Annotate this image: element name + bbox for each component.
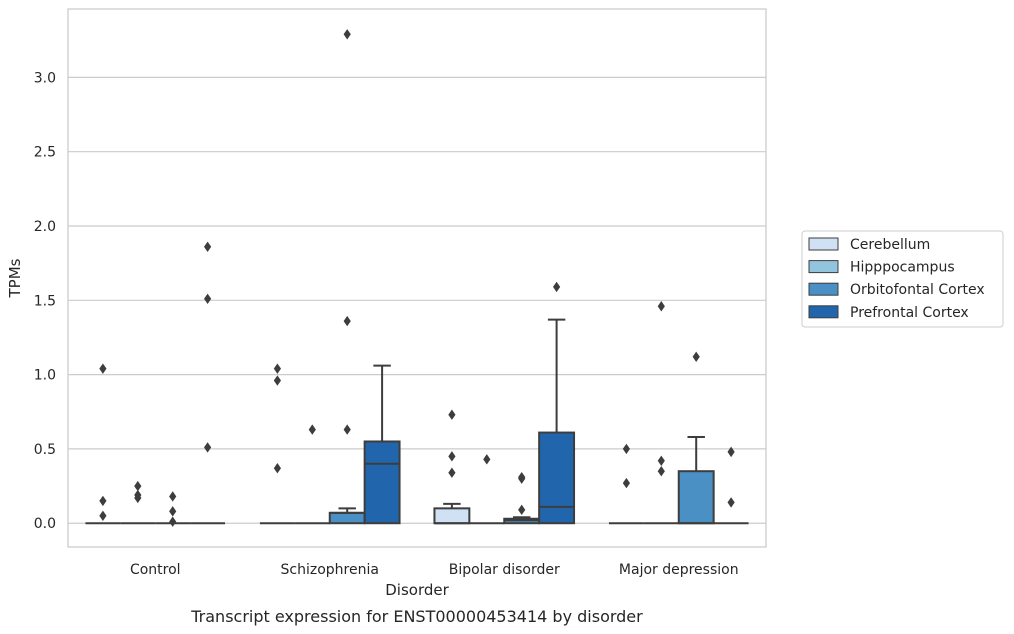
box — [677, 470, 715, 525]
y-tick-label: 3.0 — [34, 70, 56, 86]
box-plot — [433, 502, 471, 525]
outlier-point — [343, 29, 351, 40]
outlier-point — [692, 351, 700, 362]
legend-swatch — [808, 260, 839, 274]
legend-frame — [801, 230, 1004, 328]
legend-item: Hipppocampus — [808, 260, 955, 276]
legend-item: Orbitofontal Cortex — [808, 282, 985, 298]
outlier-point — [273, 463, 281, 474]
outlier-point — [308, 424, 316, 435]
plot-frame — [67, 8, 767, 548]
y-tick-label: 1.0 — [34, 368, 56, 384]
outlier-point — [448, 467, 456, 478]
legend-swatch — [808, 282, 839, 296]
legend-label: Hipppocampus — [850, 260, 955, 276]
y-tick-label: 2.5 — [34, 145, 56, 161]
legend-item: Cerebellum — [808, 237, 930, 253]
box — [538, 431, 576, 525]
outlier-point — [657, 301, 665, 312]
x-tick-label: Control — [130, 562, 181, 578]
outlier-point — [622, 477, 630, 489]
outlier-point — [448, 409, 456, 420]
outlier-point — [134, 489, 142, 501]
outlier-point — [134, 480, 142, 492]
outlier-point — [553, 281, 561, 293]
outlier-point — [204, 442, 212, 453]
legend-label: Prefrontal Cortex — [850, 305, 969, 321]
gridlines — [68, 76, 766, 524]
x-tick-label: Bipolar disorder — [449, 562, 560, 578]
box — [363, 440, 401, 525]
legend-swatch — [808, 305, 839, 319]
legend-item: Prefrontal Cortex — [808, 305, 969, 321]
outlier-point — [727, 497, 735, 508]
legend-swatch — [808, 237, 839, 251]
boxes — [85, 318, 749, 525]
outlier-point — [273, 363, 281, 374]
legend: Cerebellum Hipppocampus Orbitofontal Corte… — [801, 230, 1004, 328]
box-plot — [328, 507, 366, 525]
outlier-point — [343, 424, 351, 435]
x-tick-label: Schizophrenia — [281, 562, 379, 578]
outliers — [99, 29, 735, 527]
outlier-point — [483, 454, 491, 465]
legend-label: Orbitofontal Cortex — [850, 282, 985, 298]
box — [433, 507, 471, 525]
x-tick-label: Major depression — [619, 562, 739, 578]
outlier-point — [169, 516, 177, 527]
outlier-point — [518, 471, 526, 483]
outlier-point — [273, 375, 281, 386]
y-tick-label: 0.0 — [34, 516, 56, 532]
outlier-point — [727, 446, 735, 458]
y-tick-label: 1.5 — [34, 293, 56, 309]
outlier-point — [99, 363, 107, 374]
chart-caption: Transcript expression for ENST0000045341… — [190, 607, 643, 626]
y-ticks: 0.0 0.5 1.0 1.5 2.0 2.5 3.0 — [34, 70, 56, 532]
x-ticks: Control Schizophrenia Bipolar disorder Majo… — [130, 562, 739, 578]
outlier-point — [169, 491, 177, 502]
box-plot — [677, 436, 715, 525]
outlier-point — [657, 455, 665, 467]
box-plot — [503, 516, 541, 525]
outlier-point — [343, 315, 351, 327]
y-axis-title: TPMs — [6, 258, 24, 298]
x-axis-title: Disorder — [385, 581, 449, 599]
outlier-point — [99, 510, 107, 521]
outlier-point — [622, 443, 630, 455]
y-tick-label: 0.5 — [34, 442, 56, 458]
legend-label: Cerebellum — [850, 237, 930, 253]
outlier-point — [169, 506, 177, 517]
outlier-point — [448, 451, 456, 462]
box-plot — [538, 318, 576, 525]
outlier-point — [204, 293, 212, 305]
outlier-point — [518, 504, 526, 516]
outlier-point — [657, 466, 665, 477]
outlier-point — [99, 495, 107, 507]
outlier-point — [204, 241, 212, 252]
y-tick-label: 2.0 — [34, 219, 56, 235]
box — [328, 511, 366, 525]
box-plot — [363, 364, 401, 525]
